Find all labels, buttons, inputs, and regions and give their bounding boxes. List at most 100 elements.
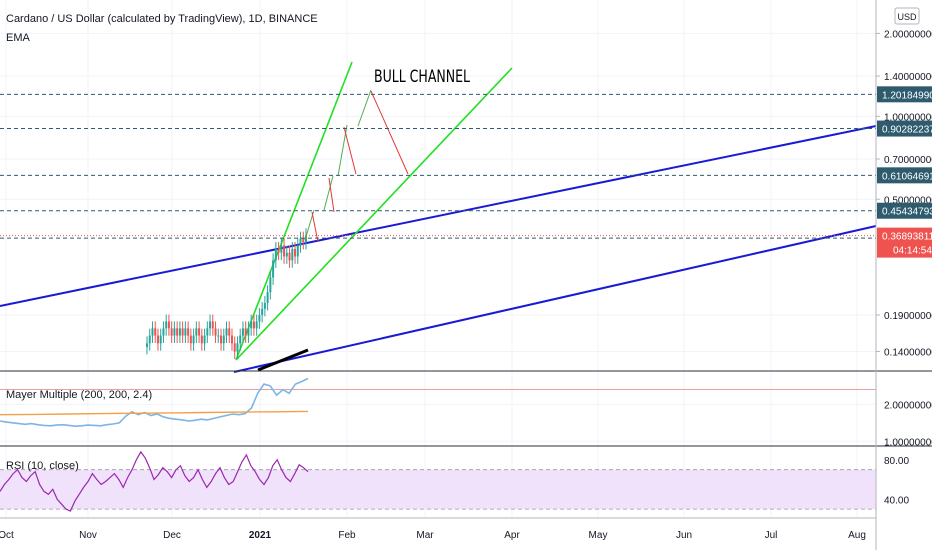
rsi-band <box>0 469 876 510</box>
candle-body[interactable] <box>258 315 261 322</box>
rsi-line[interactable] <box>0 450 309 512</box>
candle-body[interactable] <box>184 328 187 336</box>
price-level-tag <box>877 202 932 219</box>
projection-arrow-down[interactable] <box>370 90 409 175</box>
time-tick-label: Mar <box>416 530 434 541</box>
trend-line[interactable] <box>257 348 309 372</box>
price-level-tag-label: 0.45434793 <box>882 207 932 218</box>
time-tick-label: 2021 <box>249 530 272 541</box>
candle-body[interactable] <box>255 321 258 329</box>
candle-body[interactable] <box>302 238 305 242</box>
current-price-label: 0.36893811 <box>882 232 932 243</box>
price-pane[interactable] <box>0 61 877 373</box>
candle-body[interactable] <box>288 252 291 261</box>
candle-body[interactable] <box>211 321 214 329</box>
candle-body[interactable] <box>236 343 239 352</box>
candle-body[interactable] <box>285 252 288 257</box>
candle-body[interactable] <box>269 277 272 293</box>
candle-body[interactable] <box>244 328 247 336</box>
candle-body[interactable] <box>274 248 277 261</box>
candle-body[interactable] <box>266 292 269 304</box>
candle-body[interactable] <box>277 248 280 253</box>
candle-body[interactable] <box>228 328 231 336</box>
candle-body[interactable] <box>209 321 212 329</box>
candle-body[interactable] <box>178 328 181 336</box>
candle-body[interactable] <box>220 335 223 344</box>
candle-body[interactable] <box>291 248 294 261</box>
bull-channel-annotation[interactable]: BULL CHANNEL <box>374 67 470 87</box>
candle-body[interactable] <box>283 245 286 257</box>
candle-body[interactable] <box>280 245 283 253</box>
mayer-average-line[interactable] <box>0 410 309 416</box>
candle-body[interactable] <box>173 328 176 336</box>
rsi-label: RSI (10, close) <box>6 460 79 472</box>
candle-body[interactable] <box>203 335 206 344</box>
candle-body[interactable] <box>162 328 165 336</box>
candle-body[interactable] <box>195 328 198 336</box>
candle-body[interactable] <box>146 343 148 347</box>
candle-body[interactable] <box>167 321 170 329</box>
candle-body[interactable] <box>294 248 297 257</box>
price-level-tag <box>877 86 932 103</box>
candle-body[interactable] <box>247 328 250 336</box>
candle-body[interactable] <box>239 335 242 344</box>
candle-body[interactable] <box>200 335 203 344</box>
candle-body[interactable] <box>189 335 192 344</box>
trend-line[interactable] <box>235 67 513 361</box>
price-tick-label: 1.00000000 <box>884 112 932 123</box>
trend-line[interactable] <box>233 225 877 373</box>
currency-button-label: USD <box>897 12 917 22</box>
candle-body[interactable] <box>241 328 244 336</box>
time-tick-label: May <box>589 530 608 541</box>
candle-body[interactable] <box>214 328 217 336</box>
time-tick-label: Jun <box>676 530 692 541</box>
candle-body[interactable] <box>165 321 168 329</box>
candle-body[interactable] <box>156 335 159 344</box>
projection-arrow-up[interactable] <box>357 89 372 127</box>
grid-lines <box>0 0 876 518</box>
time-tick-label: Oct <box>0 530 14 541</box>
time-axis[interactable]: Oct Nov Dec 2021 Feb Mar Apr May Jun Jul Aug <box>0 530 866 541</box>
candle-body[interactable] <box>198 328 201 336</box>
candle-body[interactable] <box>225 328 228 336</box>
candle-body[interactable] <box>192 335 195 344</box>
candle-body[interactable] <box>305 235 307 242</box>
projection-arrow-down[interactable] <box>311 211 319 243</box>
candle-body[interactable] <box>261 308 264 316</box>
candle-body[interactable] <box>154 328 157 336</box>
candle-body[interactable] <box>148 335 151 344</box>
price-tick-label: 0.50000000 <box>884 195 932 206</box>
mayer-multiple-pane[interactable] <box>0 377 876 428</box>
rsi-pane[interactable] <box>0 450 876 512</box>
time-tick-label: Feb <box>338 530 356 541</box>
candle-body[interactable] <box>272 260 275 278</box>
price-tick-label: 2.00000000 <box>884 29 932 40</box>
candle-body[interactable] <box>176 328 179 336</box>
candle-body[interactable] <box>181 328 184 336</box>
candle-body[interactable] <box>296 245 299 257</box>
trend-line[interactable] <box>0 125 877 307</box>
projection-arrow-down[interactable] <box>328 177 335 213</box>
candle-body[interactable] <box>250 321 253 329</box>
candle-body[interactable] <box>252 321 255 329</box>
candle-body[interactable] <box>151 328 154 336</box>
projection-arrow-down[interactable] <box>343 126 357 175</box>
price-tick-label: 0.19000000 <box>884 311 932 322</box>
candle-body[interactable] <box>206 328 209 336</box>
indicator-label: EMA <box>6 32 31 44</box>
time-tick-label: Nov <box>79 530 97 541</box>
time-tick-label: Apr <box>504 530 520 541</box>
candle-body[interactable] <box>222 335 225 344</box>
candle-body[interactable] <box>187 328 190 336</box>
candle-body[interactable] <box>233 343 236 352</box>
candle-body[interactable] <box>299 238 302 246</box>
candle-body[interactable] <box>217 335 220 337</box>
price-axis[interactable]: 0.14000000 0.19000000 0.50000000 0.70000000… <box>876 29 932 506</box>
mayer-multiple-line[interactable] <box>0 377 309 428</box>
projection-arrow-up[interactable] <box>323 175 334 211</box>
currency-button[interactable]: USD <box>894 7 920 25</box>
candle-body[interactable] <box>170 328 173 336</box>
candle-body[interactable] <box>263 303 266 309</box>
candle-body[interactable] <box>159 335 162 344</box>
candle-body[interactable] <box>230 335 233 344</box>
